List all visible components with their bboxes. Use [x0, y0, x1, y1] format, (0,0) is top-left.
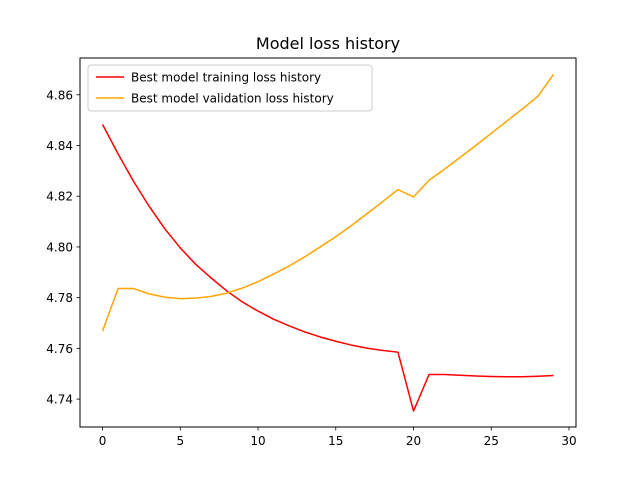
series-line-1	[101, 124, 554, 412]
legend-label-1: Best model training loss history	[131, 71, 321, 85]
y-tick-label: 4.80	[46, 240, 73, 254]
y-tick-label: 4.84	[46, 139, 73, 153]
y-tick-label: 4.76	[46, 342, 73, 356]
x-tick-label: 5	[176, 434, 184, 448]
x-tick-label: 10	[250, 434, 265, 448]
chart-title: Model loss history	[256, 34, 400, 53]
x-tick-label: 20	[406, 434, 421, 448]
y-tick-label: 4.82	[46, 190, 73, 204]
y-axis: 4.74 4.76 4.78 4.80 4.82 4.84 4.86	[46, 88, 80, 407]
y-tick-label: 4.86	[46, 88, 73, 102]
series-line-2	[101, 74, 555, 332]
x-tick-label: 0	[99, 434, 107, 448]
y-tick-label: 4.78	[46, 291, 73, 305]
x-tick-label: 30	[561, 434, 576, 448]
x-axis: 0 5 10 15 20 25 30	[99, 427, 577, 448]
legend-box	[87, 64, 373, 112]
x-tick-label: 15	[328, 434, 343, 448]
legend: Best model training loss history Best mod…	[87, 64, 373, 112]
y-tick-label: 4.74	[46, 393, 73, 407]
legend-label-2: Best model validation loss history	[131, 92, 334, 106]
plot-area-frame	[79, 57, 577, 428]
x-tick-label: 25	[484, 434, 499, 448]
